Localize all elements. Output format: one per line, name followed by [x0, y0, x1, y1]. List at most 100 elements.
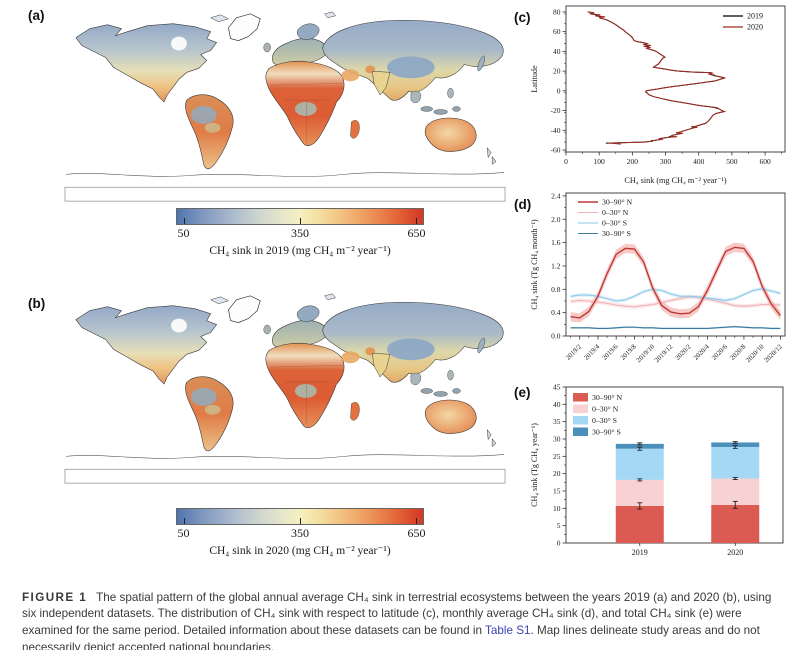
svg-text:30–90° N: 30–90° N [592, 393, 623, 402]
colorbar-tick-mark [184, 218, 186, 224]
colorbar-tick-label: 350 [291, 526, 309, 540]
svg-text:0: 0 [557, 86, 561, 95]
svg-text:35: 35 [553, 417, 561, 426]
svg-text:20: 20 [553, 469, 561, 478]
svg-text:40: 40 [553, 400, 561, 409]
panel-c-label: (c) [514, 10, 531, 25]
svg-text:2020/12: 2020/12 [763, 343, 784, 364]
latitude-profile-chart: -60 -40 -20 0 20 40 60 80 0 100 200 300 400 500 600 201… [530, 5, 786, 185]
svg-text:2.4: 2.4 [551, 191, 561, 200]
caption-figure-number: FIGURE 1 [22, 590, 88, 604]
svg-text:2020/4: 2020/4 [693, 343, 712, 362]
svg-text:30–90° N: 30–90° N [602, 198, 633, 207]
colorbar-2020-gradient [176, 508, 424, 525]
bar-2020-30–90° N [711, 504, 760, 543]
svg-text:2019/10: 2019/10 [635, 343, 656, 364]
plot-frame [565, 5, 786, 153]
svg-text:2019/12: 2019/12 [654, 343, 675, 364]
colorbar-2019: 50 350 650 CH₄ sink in 2019 (mg CH₄ m⁻² … [176, 208, 426, 257]
svg-text:80: 80 [553, 7, 561, 16]
svg-text:30: 30 [553, 435, 561, 444]
svg-text:10: 10 [553, 504, 561, 513]
svg-text:500: 500 [726, 157, 738, 166]
svg-text:-20: -20 [551, 106, 561, 115]
bar-2019-0–30° N [615, 479, 664, 506]
svg-text:0–30° N: 0–30° N [592, 404, 619, 413]
svg-text:2019: 2019 [747, 12, 763, 21]
svg-text:0.4: 0.4 [551, 308, 561, 317]
panel-d-label: (d) [514, 197, 532, 212]
svg-text:400: 400 [693, 157, 705, 166]
svg-text:2020: 2020 [727, 548, 743, 557]
svg-text:100: 100 [594, 157, 606, 166]
series-0–30° N [570, 296, 781, 308]
colorbar-tick-mark [300, 218, 301, 224]
svg-text:2.0: 2.0 [551, 215, 561, 224]
series-2019 [587, 11, 725, 144]
world-map-2019 [62, 4, 508, 206]
colorbar-tick-label: 50 [177, 526, 190, 540]
svg-text:200: 200 [627, 157, 639, 166]
svg-text:0: 0 [564, 157, 568, 166]
panel-e-label: (e) [514, 385, 531, 400]
bar-2019-30–90° N [615, 505, 664, 543]
bar-2020-0–30° N [711, 478, 760, 505]
svg-text:0.0: 0.0 [551, 332, 561, 341]
series-30–90° N [570, 246, 781, 319]
table-s1-link[interactable]: Table S1 [485, 623, 531, 637]
svg-text:2019: 2019 [632, 548, 648, 557]
bar-2019-0–30° S [615, 448, 664, 480]
panel-b-label: (b) [28, 296, 46, 311]
series-30–90° S [570, 326, 781, 329]
bar-2020-30–90° S [711, 442, 760, 447]
svg-text:0.8: 0.8 [551, 285, 561, 294]
svg-text:0–30° S: 0–30° S [602, 219, 627, 228]
bar-2020-0–30° S [711, 446, 760, 479]
svg-text:2019/4: 2019/4 [583, 343, 602, 362]
svg-text:300: 300 [660, 157, 672, 166]
svg-text:CH₄ sink (mg CH₄ m⁻² year⁻¹): CH₄ sink (mg CH₄ m⁻² year⁻¹) [624, 176, 727, 185]
svg-text:0–30° N: 0–30° N [602, 208, 629, 217]
svg-text:1.2: 1.2 [551, 261, 561, 270]
colorbar-tick-label: 650 [407, 526, 426, 540]
colorbar-2019-gradient [176, 208, 424, 225]
colorbar-tick-label: 650 [407, 226, 426, 240]
colorbar-tick-mark [415, 518, 417, 524]
svg-text:600: 600 [759, 157, 771, 166]
svg-text:40: 40 [553, 47, 561, 56]
svg-text:60: 60 [553, 27, 561, 36]
svg-text:2020/10: 2020/10 [745, 343, 766, 364]
svg-text:2019/6: 2019/6 [601, 343, 620, 362]
monthly-sink-chart: 0.0 0.4 0.8 1.2 1.6 2.0 2.4 2019/2 2019/4 2019/6 2… [530, 191, 786, 364]
colorbar-2019-ticks: 50 350 650 [176, 225, 426, 240]
colorbar-tick-label: 50 [177, 226, 190, 240]
colorbar-2020-label: CH₄ sink in 2020 (mg CH₄ m⁻² year⁻¹) [209, 545, 391, 557]
caption-text-1: The spatial pattern of the global annual… [22, 590, 772, 637]
svg-text:30–90° S: 30–90° S [592, 427, 621, 436]
colorbar-2020: 50 350 650 CH₄ sink in 2020 (mg CH₄ m⁻² … [176, 508, 426, 557]
bar-2019-30–90° S [615, 443, 664, 449]
svg-text:CH₄ sink (Tg CH₄ year⁻¹): CH₄ sink (Tg CH₄ year⁻¹) [530, 423, 539, 507]
svg-text:25: 25 [553, 452, 561, 461]
colorbar-2020-ticks: 50 350 650 [176, 525, 426, 540]
series-2020 [587, 11, 727, 145]
svg-text:Latitude: Latitude [530, 65, 539, 93]
svg-text:0–30° S: 0–30° S [592, 416, 617, 425]
svg-text:2020/6: 2020/6 [711, 343, 730, 362]
svg-text:2020/2: 2020/2 [674, 343, 693, 362]
svg-text:2019/2: 2019/2 [565, 343, 584, 362]
colorbar-tick-mark [184, 518, 186, 524]
caption-text-2: . Map lines delineate study areas and do… [22, 623, 760, 650]
colorbar-tick-label: 350 [291, 226, 309, 240]
svg-text:0: 0 [557, 539, 561, 548]
svg-text:CH₄ sink (Tg CH₄ month⁻¹): CH₄ sink (Tg CH₄ month⁻¹) [530, 219, 539, 310]
svg-text:5: 5 [557, 521, 561, 530]
colorbar-tick-mark [300, 518, 301, 524]
colorbar-2019-label: CH₄ sink in 2019 (mg CH₄ m⁻² year⁻¹) [209, 245, 391, 257]
panel-a-label: (a) [28, 8, 45, 23]
svg-text:-40: -40 [551, 126, 561, 135]
annual-sink-bar-chart: 0 5 10 15 20 25 30 35 40 45 2019 2020 30–90° N 0–30° … [530, 383, 784, 557]
svg-text:1.6: 1.6 [551, 238, 561, 247]
svg-text:-60: -60 [551, 146, 561, 155]
